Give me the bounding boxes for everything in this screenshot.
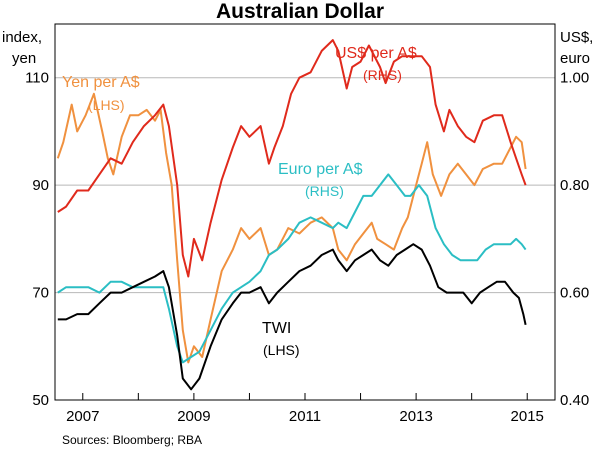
label-yen: Yen per A$ xyxy=(62,74,140,91)
chart-title: Australian Dollar xyxy=(216,0,384,23)
right-axis-tick-label: 0.40 xyxy=(560,392,589,409)
x-axis-tick-label: 2011 xyxy=(289,408,321,425)
right-axis-tick-label: 0.60 xyxy=(560,285,589,302)
x-axis-tick-label: 2007 xyxy=(66,408,99,425)
x-axis-tick-label: 2009 xyxy=(177,408,210,425)
label-yen-axis-note: (LHS) xyxy=(88,97,125,113)
x-axis-tick-label: 2015 xyxy=(511,408,544,425)
x-tick-marks xyxy=(82,393,528,400)
left-axis-tick-label: 90 xyxy=(32,177,49,194)
series-labels: US$ per A$ (RHS) Yen per A$ (LHS) Euro p… xyxy=(62,45,417,358)
series-line-euro-per-a xyxy=(57,173,527,364)
x-axis-tick-label: 2013 xyxy=(399,408,432,425)
left-axis-tick-label: 110 xyxy=(25,70,49,87)
series-line-yen-per-a xyxy=(56,92,527,364)
series-line-twi xyxy=(57,243,527,391)
right-axis-unit-line-2: euro xyxy=(560,50,590,67)
left-axis-unit-line-1: index, xyxy=(2,29,42,46)
label-twi-axis-note: (LHS) xyxy=(263,342,300,358)
label-usd: US$ per A$ xyxy=(335,45,417,62)
series-line-us-per-a xyxy=(57,39,527,278)
left-axis-tick-label: 50 xyxy=(32,392,49,409)
label-twi: TWI xyxy=(262,320,291,337)
source-note: Sources: Bloomberg; RBA xyxy=(62,433,202,447)
label-euro: Euro per A$ xyxy=(278,161,363,178)
axis-tick-labels: 50 70 90 110 0.40 0.60 0.80 1.00 2007 2009 2011 201… xyxy=(25,70,589,425)
left-axis-tick-label: 70 xyxy=(32,285,49,302)
right-axis-tick-label: 0.80 xyxy=(560,177,589,194)
series-lines xyxy=(56,39,527,391)
left-axis-unit-line-2: yen xyxy=(12,50,36,67)
right-axis-unit-line-1: US$, xyxy=(560,29,593,46)
label-usd-axis-note: (RHS) xyxy=(363,67,402,83)
label-euro-axis-note: (RHS) xyxy=(305,183,344,199)
plot-frame xyxy=(54,23,556,401)
right-axis-tick-label: 1.00 xyxy=(560,70,589,87)
